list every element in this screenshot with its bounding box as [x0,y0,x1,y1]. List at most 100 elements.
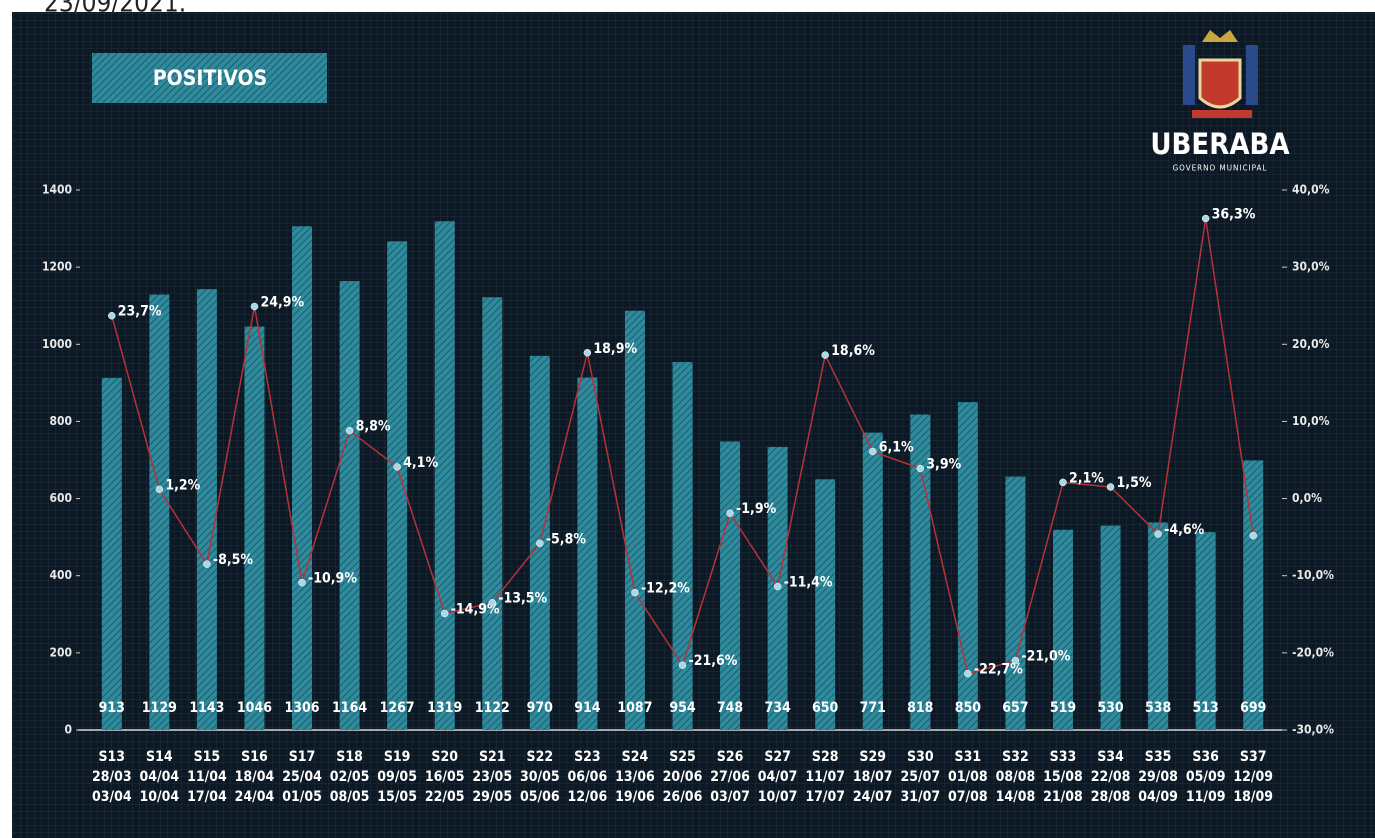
bar [957,402,978,730]
bar [244,326,265,730]
x-date-start: 06/06 [568,769,608,785]
bar [101,377,122,730]
line-point [726,509,734,517]
line-value-label: -5,8% [546,531,587,547]
bar [815,479,836,730]
y2-tick-label: 20,0% [1292,337,1330,351]
y-tick-label: 1400 [42,183,72,197]
line-value-label: 6,1% [879,440,914,456]
x-date-start: 18/04 [235,769,275,785]
x-date-end: 24/07 [853,789,893,805]
line-point [678,661,687,669]
logo-name: UBERABA [1150,127,1290,161]
bar-value-label: 1319 [427,700,462,716]
line-value-label: -10,9% [308,571,357,587]
line-point [393,463,401,471]
x-date-end: 31/07 [900,789,940,805]
x-tick-label: S32 [1002,749,1029,765]
line-value-label: 4,1% [403,455,438,471]
bar-value-label: 734 [764,700,791,716]
bar [1243,460,1264,730]
bar [1005,476,1026,730]
x-tick-label: S36 [1192,749,1219,765]
x-tick-label: S14 [146,749,173,765]
line-point [773,582,782,591]
bar-value-label: 954 [669,700,696,716]
y2-tick-label: 40,0% [1292,183,1330,197]
bar-value-label: 1087 [617,700,652,716]
bar [624,310,645,730]
x-tick-label: S33 [1050,749,1077,765]
bar-value-label: 1122 [475,700,510,716]
bar [482,297,503,730]
x-tick-label: S35 [1145,749,1172,765]
bar-value-label: 1046 [237,700,272,716]
line-value-label: 36,3% [1212,207,1256,223]
line-point [964,669,972,678]
x-date-end: 24/04 [235,789,275,805]
bar [862,432,883,730]
bar-value-label: 1267 [380,700,415,716]
line-value-label: 1,5% [1117,475,1152,491]
x-date-end: 21/08 [1043,789,1083,805]
bar-value-label: 699 [1240,700,1266,716]
x-date-start: 28/03 [92,769,132,785]
bar-value-label: 538 [1145,700,1171,716]
y2-tick-label: -10,0% [1292,568,1334,582]
y2-tick-label: 10,0% [1292,414,1330,428]
x-date-end: 10/07 [758,789,798,805]
x-tick-label: S31 [955,749,982,765]
y-tick-label: 600 [49,491,72,505]
bar [720,441,741,730]
bar [1148,522,1169,730]
x-date-start: 05/09 [1186,769,1226,785]
x-date-end: 17/04 [187,789,227,805]
x-date-start: 29/08 [1138,769,1178,785]
x-tick-label: S21 [479,749,506,765]
bar-value-label: 519 [1050,700,1076,716]
line-value-label: 8,8% [356,419,391,435]
y-tick-label: 200 [49,645,72,659]
bar-value-label: 913 [99,700,125,716]
x-tick-label: S20 [431,749,458,765]
line-value-label: 2,1% [1069,470,1104,486]
line-value-label: -22,7% [974,662,1023,678]
line-point [821,351,829,359]
line-point [631,588,639,597]
x-tick-label: S29 [859,749,886,765]
x-date-end: 15/05 [377,789,417,805]
x-date-start: 25/07 [900,769,940,785]
title-box [92,53,327,103]
logo-subtitle: GOVERNO MUNICIPAL [1173,164,1268,173]
y2-tick-label: -20,0% [1292,645,1334,659]
line-point [536,539,544,548]
x-tick-label: S15 [194,749,221,765]
line-value-label: -21,6% [689,653,738,669]
bar-value-label: 657 [1002,700,1028,716]
x-date-end: 11/09 [1186,789,1226,805]
line-value-label: -13,5% [498,591,547,607]
line-point [1106,483,1115,491]
line-point [1011,656,1020,665]
x-tick-label: S30 [907,749,934,765]
x-tick-label: S19 [384,749,411,765]
bar [1100,525,1121,730]
bar-value-label: 1306 [284,700,319,716]
x-tick-label: S34 [1097,749,1124,765]
x-date-end: 03/04 [92,789,132,805]
x-tick-label: S13 [98,749,125,765]
chart-title: POSITIVOS [153,66,267,90]
line-point [108,311,116,320]
x-tick-label: S37 [1240,749,1267,765]
bar-value-label: 771 [860,700,886,716]
x-date-end: 26/06 [663,789,703,805]
line-point [488,598,497,607]
x-date-start: 27/06 [710,769,750,785]
x-date-end: 19/06 [615,789,655,805]
x-date-start: 08/08 [996,769,1036,785]
x-date-end: 14/08 [996,789,1036,805]
bar [292,226,313,730]
line-point [1201,214,1210,223]
